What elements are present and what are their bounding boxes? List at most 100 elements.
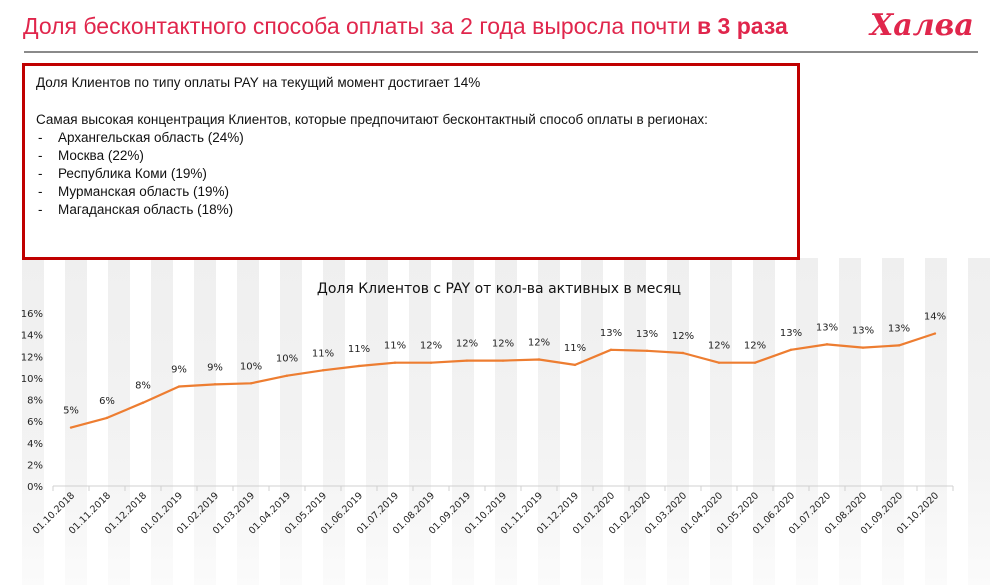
background-stripe xyxy=(237,258,259,585)
data-label: 9% xyxy=(207,362,223,373)
background-stripes xyxy=(0,258,998,585)
data-point xyxy=(753,361,757,364)
data-point xyxy=(933,332,937,335)
y-tick-label: 6% xyxy=(27,417,43,428)
background-stripe xyxy=(796,258,818,585)
data-point xyxy=(573,363,577,367)
data-label: 13% xyxy=(816,322,838,333)
background-stripe xyxy=(581,258,603,585)
info-text: Доля Клиентов по типу оплаты PAY на теку… xyxy=(36,74,708,219)
data-point xyxy=(393,361,397,364)
region-text: Республика Коми (19%) xyxy=(58,166,207,181)
data-point xyxy=(861,346,865,349)
data-point xyxy=(537,358,541,361)
background-stripe xyxy=(667,258,689,585)
x-axis xyxy=(52,485,954,491)
data-label: 12% xyxy=(528,337,550,348)
data-point xyxy=(645,349,649,353)
data-label: 11% xyxy=(384,341,406,352)
halva-logo: Халва xyxy=(870,8,974,43)
data-label: 10% xyxy=(276,354,298,365)
data-point xyxy=(177,385,181,388)
data-point xyxy=(357,364,361,368)
region-item: - Архангельская область (24%) xyxy=(36,129,708,147)
data-point xyxy=(681,351,685,355)
data-point xyxy=(141,401,145,404)
data-label: 12% xyxy=(672,331,694,342)
data-label: 14% xyxy=(924,312,946,323)
region-item: - Республика Коми (19%) xyxy=(36,165,708,183)
info-line-regions-intro: Самая высокая концентрация Клиентов, кот… xyxy=(36,112,708,127)
background-stripe xyxy=(710,258,732,585)
background-stripe xyxy=(968,258,990,585)
y-tick-label: 10% xyxy=(21,374,43,385)
data-label: 13% xyxy=(600,328,622,339)
region-text: Магаданская область (18%) xyxy=(58,202,234,217)
data-point xyxy=(501,359,505,362)
data-point xyxy=(825,343,829,346)
data-label: 12% xyxy=(708,341,730,352)
data-point xyxy=(717,361,721,364)
data-label: 12% xyxy=(420,341,442,352)
bullet-dash: - xyxy=(38,148,43,163)
data-labels: 5% 6% 8% 9% 9% 10% 10% 11% 11% 11% 12% 12% 12% 12% 11%… xyxy=(63,312,946,417)
background-stripe xyxy=(925,258,947,585)
data-label: 8% xyxy=(135,381,151,392)
bullet-dash: - xyxy=(38,202,43,217)
data-point xyxy=(285,374,289,377)
data-label: 12% xyxy=(456,339,478,350)
region-item: - Москва (22%) xyxy=(36,147,708,165)
background-stripe xyxy=(839,258,861,585)
background-stripe xyxy=(452,258,474,585)
background-stripe xyxy=(753,258,775,585)
data-label: 9% xyxy=(171,365,187,376)
data-point xyxy=(105,416,109,420)
data-point xyxy=(213,383,217,386)
data-label: 11% xyxy=(564,343,586,354)
data-point xyxy=(249,382,253,385)
data-label: 12% xyxy=(744,341,766,352)
header-divider xyxy=(24,51,978,53)
data-label: 11% xyxy=(348,344,370,355)
series-line-group xyxy=(69,332,937,429)
y-tick-label: 8% xyxy=(27,396,43,407)
data-label: 13% xyxy=(780,328,802,339)
data-point xyxy=(321,369,325,372)
y-tick-label: 12% xyxy=(21,352,43,363)
data-label: 13% xyxy=(888,323,910,334)
background-stripe xyxy=(280,258,302,585)
background-stripe xyxy=(409,258,431,585)
background-stripe xyxy=(323,258,345,585)
background-stripe xyxy=(194,258,216,585)
data-label: 11% xyxy=(312,348,334,359)
background-stripe xyxy=(624,258,646,585)
background-stripe xyxy=(151,258,173,585)
background-stripe xyxy=(495,258,517,585)
data-point xyxy=(897,344,901,347)
region-text: Архангельская область (24%) xyxy=(58,130,244,145)
region-item: - Мурманская область (19%) xyxy=(36,183,708,201)
bullet-dash: - xyxy=(38,130,43,145)
page-title-emphasis: в 3 раза xyxy=(697,13,788,39)
data-point xyxy=(69,426,73,429)
data-label: 6% xyxy=(99,396,115,407)
info-box: Доля Клиентов по типу оплаты PAY на теку… xyxy=(22,63,800,260)
region-text: Москва (22%) xyxy=(58,148,144,163)
data-point xyxy=(429,361,433,364)
chart-title: Доля Клиентов с PAY от кол-ва активных в… xyxy=(316,281,682,297)
data-point xyxy=(609,348,613,351)
region-item: - Магаданская область (18%) xyxy=(36,201,708,219)
data-point xyxy=(789,348,793,351)
data-label: 5% xyxy=(63,406,79,417)
y-tick-label: 16% xyxy=(21,309,43,320)
background-stripe xyxy=(108,258,130,585)
data-label: 13% xyxy=(852,326,874,337)
y-axis-ticks: 0% 2% 4% 6% 8% 10% 12% 14% 16% xyxy=(21,309,43,493)
bullet-dash: - xyxy=(38,184,43,199)
data-point xyxy=(465,359,469,362)
x-axis-tick-labels: 01.10.201801.11.201801.12.201801.01.2019… xyxy=(31,490,941,536)
background-stripe xyxy=(22,258,44,585)
background-stripe xyxy=(366,258,388,585)
page-title-text: Доля бесконтактного способа оплаты за 2 … xyxy=(23,13,698,39)
